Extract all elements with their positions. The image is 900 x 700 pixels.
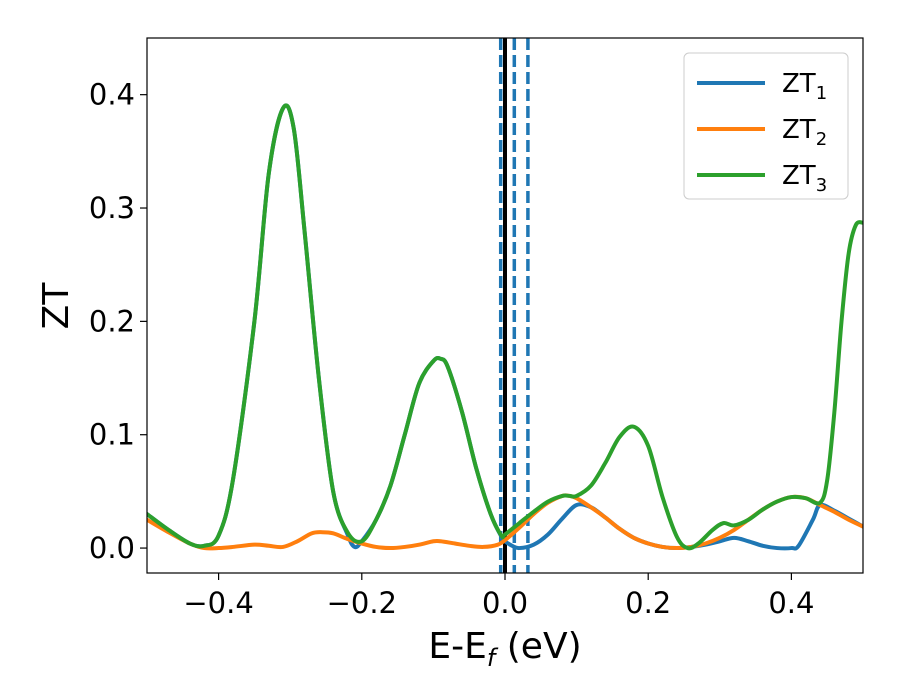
y-tick-label: 0.4 [89,78,135,112]
series-lines [147,103,863,551]
y-axis-label: ZT [36,282,77,330]
x-tick-label: 0.0 [482,586,528,620]
x-tick-label: 0.4 [768,586,814,620]
series-line-zt3 [147,103,863,551]
y-tick-label: 0.1 [89,418,135,452]
x-tick-label: −0.4 [183,586,253,620]
x-axis-label-main: E-E [428,626,486,667]
reference-lines [498,38,530,573]
y-tick-label: 0.3 [89,191,135,225]
x-tick-label: −0.2 [327,586,397,620]
y-tick-label: 0.2 [89,304,135,338]
legend-frame [683,52,849,200]
x-axis: −0.4 −0.2 0.0 0.2 0.4 [183,573,814,620]
y-tick-label: 0.0 [89,531,135,565]
x-axis-label: E-Ef (eV) [428,626,581,672]
y-axis: 0.0 0.1 0.2 0.3 0.4 [89,78,147,565]
x-axis-label-unit: (eV) [495,626,581,667]
x-tick-label: 0.2 [625,586,671,620]
